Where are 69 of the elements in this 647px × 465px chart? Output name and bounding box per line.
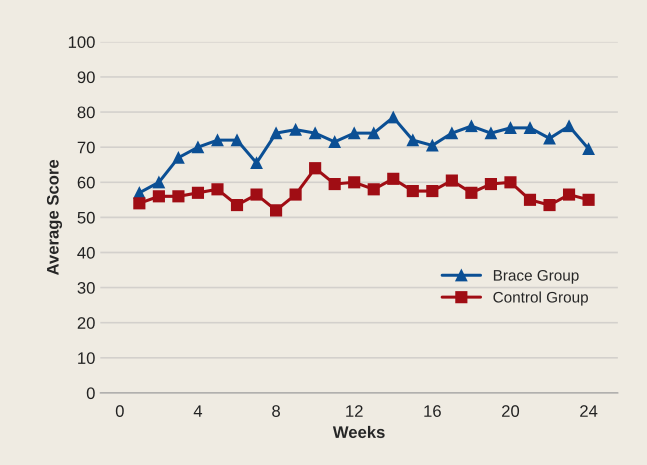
point bbox=[368, 127, 380, 140]
y-tick-label: 20 bbox=[78, 317, 95, 329]
x-tick-label: 8 bbox=[272, 405, 280, 417]
point bbox=[172, 152, 184, 164]
point bbox=[270, 127, 282, 140]
point bbox=[309, 127, 322, 140]
point bbox=[562, 188, 576, 201]
legend-label: Brace Group bbox=[494, 270, 579, 284]
point bbox=[582, 194, 595, 206]
point bbox=[446, 127, 458, 140]
point bbox=[328, 178, 341, 190]
y-tick-label: 100 bbox=[68, 36, 95, 48]
point bbox=[328, 136, 341, 148]
point bbox=[504, 176, 517, 188]
point bbox=[524, 194, 536, 206]
point bbox=[484, 127, 497, 140]
point bbox=[290, 124, 302, 136]
point bbox=[387, 172, 400, 185]
point bbox=[348, 176, 360, 188]
point bbox=[426, 184, 438, 198]
x-tick-label: 12 bbox=[346, 405, 363, 417]
point bbox=[484, 178, 497, 190]
point bbox=[152, 190, 165, 202]
legend-label: Control Group bbox=[493, 291, 588, 306]
y-tick-label: 80 bbox=[78, 106, 95, 118]
point bbox=[152, 176, 165, 188]
point bbox=[192, 186, 204, 199]
point bbox=[446, 174, 458, 187]
point bbox=[582, 142, 595, 156]
y-tick-label: 40 bbox=[77, 246, 95, 259]
x-tick-label: 16 bbox=[424, 405, 441, 417]
point bbox=[192, 141, 204, 154]
point bbox=[465, 120, 478, 132]
point bbox=[250, 156, 263, 170]
x-axis-title: Weeks bbox=[332, 426, 385, 438]
point bbox=[465, 186, 478, 199]
point bbox=[230, 199, 244, 212]
point bbox=[368, 183, 380, 196]
x-tick-label: 20 bbox=[502, 405, 520, 417]
point bbox=[543, 199, 556, 212]
x-tick-label: 0 bbox=[116, 405, 124, 417]
point bbox=[230, 134, 244, 146]
y-tick-label: 90 bbox=[78, 71, 95, 84]
x-tick-label: 24 bbox=[580, 405, 598, 417]
point bbox=[211, 134, 224, 146]
point bbox=[172, 190, 184, 202]
point bbox=[524, 122, 536, 134]
y-tick-label: 0 bbox=[86, 387, 95, 400]
point bbox=[270, 204, 282, 216]
point bbox=[348, 127, 360, 140]
point bbox=[290, 188, 302, 201]
point bbox=[504, 122, 517, 134]
point bbox=[211, 183, 224, 196]
point bbox=[387, 111, 400, 124]
x-tick-label: 4 bbox=[194, 405, 202, 417]
point bbox=[250, 188, 263, 201]
y-tick-label: 60 bbox=[78, 176, 95, 188]
point bbox=[133, 197, 146, 210]
point bbox=[543, 132, 556, 144]
point bbox=[406, 134, 419, 146]
y-axis-title: Average Score bbox=[46, 160, 62, 276]
point bbox=[426, 139, 438, 152]
point bbox=[406, 184, 419, 198]
y-tick-label: 70 bbox=[78, 142, 95, 154]
y-tick-label: 30 bbox=[78, 282, 95, 294]
point bbox=[309, 162, 322, 174]
y-tick-label: 10 bbox=[78, 352, 95, 364]
y-tick-label: 50 bbox=[78, 212, 95, 224]
point bbox=[562, 120, 576, 132]
